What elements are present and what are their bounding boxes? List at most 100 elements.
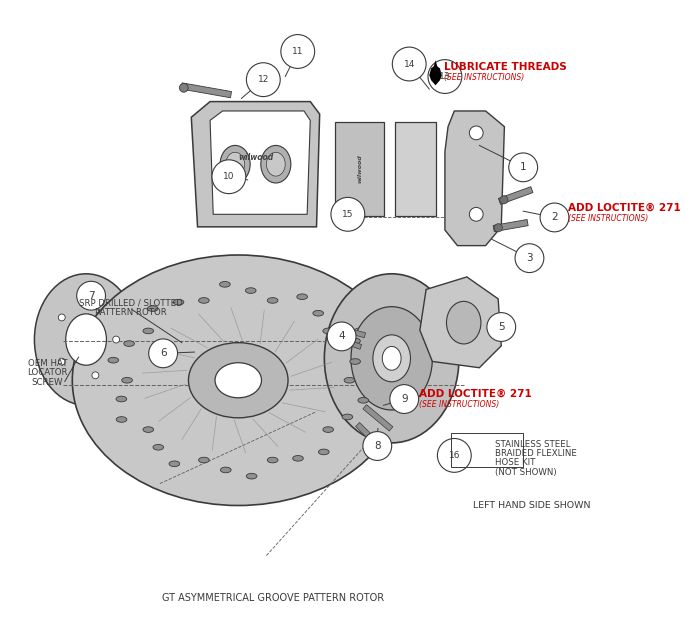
Text: STAINLESS STEEL: STAINLESS STEEL <box>495 440 570 448</box>
Text: 10: 10 <box>223 172 235 181</box>
Ellipse shape <box>58 358 65 365</box>
Ellipse shape <box>153 445 164 450</box>
Circle shape <box>363 431 392 460</box>
Ellipse shape <box>143 328 153 334</box>
Text: 3: 3 <box>526 253 533 263</box>
Polygon shape <box>191 102 320 227</box>
Circle shape <box>390 385 419 413</box>
Polygon shape <box>494 220 528 231</box>
Text: OEM HAT: OEM HAT <box>27 359 67 368</box>
Circle shape <box>281 35 315 69</box>
Text: 16: 16 <box>449 451 460 460</box>
Ellipse shape <box>215 363 262 398</box>
Polygon shape <box>181 83 232 97</box>
Ellipse shape <box>113 336 120 343</box>
Polygon shape <box>420 277 501 368</box>
Ellipse shape <box>116 416 127 422</box>
Circle shape <box>212 160 246 194</box>
Circle shape <box>392 47 426 81</box>
Polygon shape <box>356 423 384 451</box>
Text: ADD LOCTITE® 271: ADD LOCTITE® 271 <box>419 388 532 398</box>
Ellipse shape <box>469 126 483 140</box>
Polygon shape <box>210 111 310 214</box>
Text: 1: 1 <box>520 162 526 172</box>
Polygon shape <box>429 65 442 86</box>
Text: LOCATOR: LOCATOR <box>27 368 67 377</box>
Text: (SEE INSTRUCTIONS): (SEE INSTRUCTIONS) <box>568 214 648 223</box>
Text: 2: 2 <box>551 213 558 223</box>
Text: (SEE INSTRUCTIONS): (SEE INSTRUCTIONS) <box>419 399 500 409</box>
Text: 6: 6 <box>160 348 167 359</box>
Ellipse shape <box>148 306 158 311</box>
Ellipse shape <box>108 357 118 363</box>
Ellipse shape <box>358 398 369 403</box>
Text: wilwood: wilwood <box>357 154 362 183</box>
Ellipse shape <box>500 196 508 204</box>
Circle shape <box>327 322 356 351</box>
Ellipse shape <box>173 299 184 305</box>
Ellipse shape <box>124 341 134 347</box>
Polygon shape <box>445 111 505 245</box>
Ellipse shape <box>66 314 106 365</box>
Text: 12: 12 <box>258 75 269 84</box>
Ellipse shape <box>323 426 333 432</box>
Circle shape <box>515 243 544 272</box>
Circle shape <box>246 63 280 97</box>
Text: SRP DRILLED / SLOTTED: SRP DRILLED / SLOTTED <box>78 299 183 308</box>
Ellipse shape <box>188 343 288 418</box>
Ellipse shape <box>72 255 404 506</box>
Ellipse shape <box>342 414 353 420</box>
Polygon shape <box>337 336 362 349</box>
Ellipse shape <box>143 426 153 432</box>
Text: (SEE INSTRUCTIONS): (SEE INSTRUCTIONS) <box>444 73 524 82</box>
Ellipse shape <box>246 287 256 293</box>
Ellipse shape <box>220 467 231 473</box>
Ellipse shape <box>267 457 278 463</box>
Text: 14: 14 <box>403 60 415 69</box>
Ellipse shape <box>313 311 323 316</box>
Text: 7: 7 <box>88 291 94 301</box>
Ellipse shape <box>179 84 188 92</box>
Ellipse shape <box>246 474 257 479</box>
Ellipse shape <box>261 145 291 183</box>
Text: ADD LOCTITE® 271: ADD LOCTITE® 271 <box>568 203 681 213</box>
Text: 8: 8 <box>374 441 381 451</box>
Ellipse shape <box>58 314 65 321</box>
Text: 9: 9 <box>401 394 407 404</box>
Ellipse shape <box>116 396 127 402</box>
Ellipse shape <box>494 224 503 232</box>
Ellipse shape <box>225 152 244 176</box>
Ellipse shape <box>92 301 99 307</box>
Polygon shape <box>498 187 533 204</box>
Ellipse shape <box>293 455 303 461</box>
Text: 13: 13 <box>439 72 451 81</box>
Circle shape <box>428 60 462 94</box>
Text: PATTERN ROTOR: PATTERN ROTOR <box>94 308 167 317</box>
Ellipse shape <box>382 347 401 370</box>
Circle shape <box>438 438 471 472</box>
Circle shape <box>540 203 569 232</box>
Text: BRAIDED FLEXLINE: BRAIDED FLEXLINE <box>495 449 577 458</box>
Circle shape <box>331 198 365 231</box>
Text: LEFT HAND SIDE SHOWN: LEFT HAND SIDE SHOWN <box>473 501 591 510</box>
Polygon shape <box>433 60 438 68</box>
Text: GT ASYMMETRICAL GROOVE PATTERN ROTOR: GT ASYMMETRICAL GROOVE PATTERN ROTOR <box>162 593 384 603</box>
Ellipse shape <box>122 377 132 383</box>
Text: 4: 4 <box>338 331 345 342</box>
Circle shape <box>509 153 538 182</box>
Text: wilwood: wilwood <box>238 153 274 162</box>
Polygon shape <box>363 404 393 431</box>
Ellipse shape <box>267 152 285 176</box>
Text: 11: 11 <box>292 47 304 56</box>
Ellipse shape <box>199 457 209 463</box>
Text: SCREW: SCREW <box>32 377 63 387</box>
Ellipse shape <box>351 307 433 410</box>
Circle shape <box>148 339 178 368</box>
Text: LUBRICATE THREADS: LUBRICATE THREADS <box>444 62 567 72</box>
Polygon shape <box>340 326 365 338</box>
Ellipse shape <box>350 338 360 344</box>
Ellipse shape <box>34 274 138 405</box>
Ellipse shape <box>297 294 307 299</box>
Polygon shape <box>335 121 384 216</box>
Text: HOSE KIT: HOSE KIT <box>495 459 536 467</box>
